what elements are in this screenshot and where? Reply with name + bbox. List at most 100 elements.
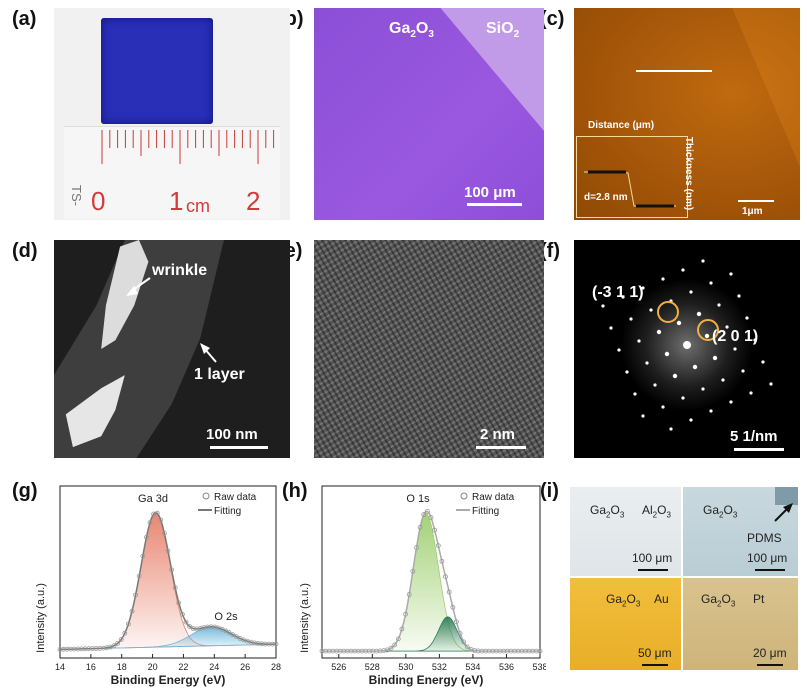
fft-spot [656,329,662,335]
ruler-label-side: TS- [68,185,84,206]
inset-profile [584,170,676,208]
label-spot-311: (-3 1 1) [592,284,644,301]
x-tick-label: 28 [271,662,281,672]
raw-data-point [457,631,463,636]
chart-g-peak2: O 2s [214,611,238,623]
panel-f-fft: (-3 1 1) (2 0 1) 5 1/nm [574,240,800,458]
raw-data-point [172,585,178,591]
panel-e-hrtem: 2 nm [314,240,544,458]
x-tick-label: 18 [117,662,127,672]
x-tick-label: 534 [465,662,480,672]
raw-data-point [273,641,279,647]
raw-data-point [154,510,160,516]
raw-data-point [223,628,229,634]
panel-i-q4: Ga2O3 Pt 20 μm [683,578,798,670]
fft-spot [712,355,718,361]
x-tick-label: 14 [55,662,65,672]
raw-data-point [443,574,448,580]
q2-edge [775,487,798,505]
chart-h-xlabel: Binding Energy (eV) [369,673,484,687]
panel-label-i: (i) [540,480,559,502]
scale-label-f: 5 1/nm [730,428,778,445]
label-wrinkle: wrinkle [152,262,208,279]
ruler-ticks [101,130,275,164]
fft-spot [676,320,682,326]
q1-left: Ga2O3 [590,503,625,520]
chart-g-ylabel: Intensity (a.u.) [35,583,47,653]
scale-bar-f [734,448,784,451]
x-tick-label: 26 [240,662,250,672]
raw-data-point [352,648,358,654]
chart-g-peak1: Ga 3d [138,493,168,505]
fft-spot [704,333,710,339]
fft-center-spot [683,341,691,349]
plot-frame [321,485,541,659]
x-tick-label: 16 [86,662,96,672]
arrows-d [126,277,217,363]
x-tick-label: 536 [499,662,514,672]
raw-data-point [428,515,434,520]
raw-data-point [414,545,419,550]
fft-spot [729,400,733,404]
q2-right: PDMS [747,531,782,545]
fft-spot [645,361,649,365]
fft-spot [692,364,698,370]
raw-data-point [392,642,398,648]
q4-scale: 20 μm [753,646,787,660]
x-tick-label: 24 [209,662,219,672]
panel-label-g: (g) [12,480,38,502]
ruler-label-2: 2 [246,186,261,216]
raw-data-point [432,527,438,533]
raw-data-point [461,639,467,645]
raw-data-point [176,600,182,606]
q2-scale-bar [755,569,785,571]
raw-data-point [169,567,175,573]
scale-bar-e [476,446,526,449]
fft-spot [741,369,745,373]
fft-spot [661,277,665,281]
q4-right: Pt [753,592,765,606]
fft-spot [633,392,637,396]
fitting-line [322,510,540,652]
raw-data-point [183,619,189,625]
raw-data-point [403,611,408,617]
legend-h-raw-marker [460,492,468,500]
raw-data-point [147,520,153,525]
panel-i-q1: Ga2O3 Al2O3 100 μm [570,487,681,576]
x-tick-label: 530 [398,662,413,672]
panel-label-h: (h) [282,480,308,502]
inset-d-label: d=2.8 nm [584,192,628,203]
legend-g-fit: Fitting [214,506,241,517]
raw-data-point [421,512,427,517]
fft-spot [725,325,729,329]
raw-data-point [226,630,232,636]
fft-spot [641,414,645,418]
raw-data-point [533,648,539,654]
panel-c-afm: Distance (μm) Thickness (nm) d=2.8 nm 1μ… [574,8,800,220]
chart-h-ylabel: Intensity (a.u.) [299,583,311,653]
raw-data-point [453,619,459,625]
fft-spot [661,405,665,409]
raw-data-point [187,624,193,629]
fft-spot [681,268,685,272]
fft-spot [669,427,673,431]
x-tick-label: 538 [532,662,546,672]
fft-spot [733,347,737,351]
raw-data-point [161,531,167,536]
panel-label-a: (a) [12,8,37,30]
raw-data-point [118,637,124,642]
fft-spot [601,304,605,308]
raw-data-point [501,648,507,654]
ruler-label-1: 1 [169,186,184,216]
q1-right: Al2O3 [642,503,671,520]
panel-label-f: (f) [540,240,560,262]
raw-data-point [126,621,131,627]
raw-data-point [348,648,354,654]
plot-frame [59,485,277,659]
raw-data-point [136,573,142,579]
scale-label-d: 100 nm [206,426,258,443]
raw-data-point [537,648,543,654]
raw-data-point [129,608,135,614]
fft-spot [696,311,702,317]
fft-spot [649,308,653,312]
